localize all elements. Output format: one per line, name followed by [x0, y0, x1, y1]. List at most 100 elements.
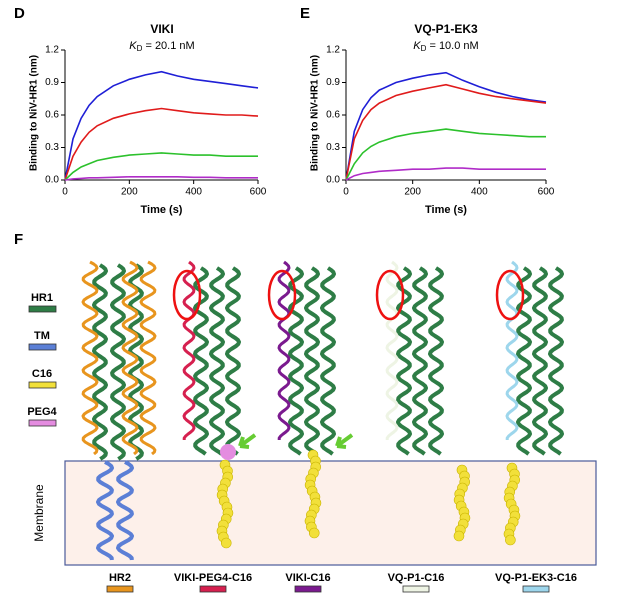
helix: [428, 266, 444, 456]
panel-label: F: [14, 231, 23, 248]
helix: [209, 266, 225, 456]
line-series: [345, 167, 546, 181]
structures: [81, 260, 564, 561]
lipid-atom: [220, 537, 232, 549]
helix: [139, 260, 157, 456]
line-series: [64, 152, 258, 181]
line-series: [64, 107, 259, 181]
y-tick-label: 0.9: [326, 77, 340, 88]
highlight: [495, 269, 525, 321]
subtitle-part: D: [421, 44, 427, 53]
x-tick-label: 200: [121, 187, 138, 198]
helix: [304, 266, 320, 456]
panel-label: D: [14, 5, 25, 22]
helix: [193, 266, 209, 456]
y-tick-label: 1.2: [326, 45, 340, 56]
membrane: [64, 460, 597, 566]
x-axis-label: Time (s): [141, 204, 183, 216]
x-tick-label: 600: [538, 187, 555, 198]
subtitle-part: K: [413, 40, 421, 52]
x-tick-label: 0: [62, 187, 68, 198]
arrow: [335, 433, 354, 449]
y-tick-label: 0.0: [45, 175, 59, 186]
x-tick-label: 200: [404, 187, 421, 198]
construct-label: HR2: [109, 572, 131, 584]
line-series: [64, 70, 259, 181]
construct-label: VQ-P1-C16: [388, 572, 445, 584]
construct-swatch: [402, 585, 430, 593]
x-tick-label: 400: [471, 187, 488, 198]
helix: [532, 266, 548, 456]
construct-swatch: [106, 585, 134, 593]
highlight: [267, 269, 297, 321]
y-tick-label: 0.9: [45, 77, 59, 88]
helix: [116, 460, 134, 561]
legend-label: PEG4: [27, 406, 57, 418]
legend-swatch: [28, 381, 57, 389]
legend-label: TM: [34, 330, 50, 342]
y-tick-label: 0.6: [326, 110, 340, 121]
lipid-atom: [453, 530, 465, 542]
chart-subtitle: KD = 10.0 nM: [413, 40, 478, 53]
legend-label: C16: [32, 368, 52, 380]
subtitle-part: K: [129, 40, 137, 52]
helix: [110, 263, 126, 461]
highlight: [172, 269, 202, 321]
helix: [288, 266, 304, 456]
legend-label: HR1: [31, 292, 53, 304]
construct-label: VIKI-PEG4-C16: [174, 572, 252, 584]
lipid-atom: [308, 527, 320, 539]
subtitle-part: = 10.0 nM: [426, 40, 478, 52]
line-series: [345, 71, 547, 181]
membrane-label: Membrane: [32, 484, 46, 542]
helix: [225, 266, 241, 456]
helix: [505, 260, 519, 440]
lipid-atom: [505, 534, 516, 546]
x-axis-label: Time (s): [425, 204, 467, 216]
helix: [96, 460, 114, 561]
helix: [516, 266, 532, 456]
y-tick-label: 1.2: [45, 45, 59, 56]
arrow: [238, 433, 257, 449]
line-series: [345, 128, 546, 181]
y-tick-label: 0.6: [45, 110, 59, 121]
construct-swatch: [294, 585, 322, 593]
construct-swatch: [522, 585, 550, 593]
line-series: [345, 83, 547, 181]
legend-swatch: [28, 419, 57, 427]
helix: [121, 260, 139, 456]
y-tick-label: 0.3: [326, 142, 340, 153]
helix: [92, 263, 108, 461]
chart-title: VQ-P1-EK3: [414, 22, 478, 36]
legend-swatch: [28, 305, 57, 313]
line-series: [64, 176, 258, 181]
highlight: [375, 269, 405, 321]
panel-label: E: [300, 5, 310, 22]
chart-subtitle: KD = 20.1 nM: [129, 40, 194, 53]
subtitle-part: = 20.1 nM: [142, 40, 194, 52]
x-tick-label: 0: [343, 187, 349, 198]
helix: [320, 266, 336, 456]
y-axis-label: Binding to NiV-HR1 (nm): [310, 55, 321, 171]
construct-swatch: [199, 585, 227, 593]
helix: [182, 260, 196, 440]
helix: [81, 260, 99, 456]
peg: [220, 444, 236, 460]
helix: [385, 260, 399, 440]
legend-swatch: [28, 343, 57, 351]
helix: [396, 266, 412, 456]
y-tick-label: 0.0: [326, 175, 340, 186]
x-tick-label: 400: [185, 187, 202, 198]
construct-label: VIKI-C16: [285, 572, 330, 584]
y-tick-label: 0.3: [45, 142, 59, 153]
helix: [277, 260, 291, 440]
x-tick-label: 600: [250, 187, 267, 198]
y-axis-label: Binding to NiV-HR1 (nm): [29, 55, 40, 171]
subtitle-part: D: [137, 44, 143, 53]
helix: [412, 266, 428, 456]
construct-label: VQ-P1-EK3-C16: [495, 572, 577, 584]
helix: [128, 263, 144, 461]
chart-title: VIKI: [150, 22, 173, 36]
helix: [548, 266, 564, 456]
